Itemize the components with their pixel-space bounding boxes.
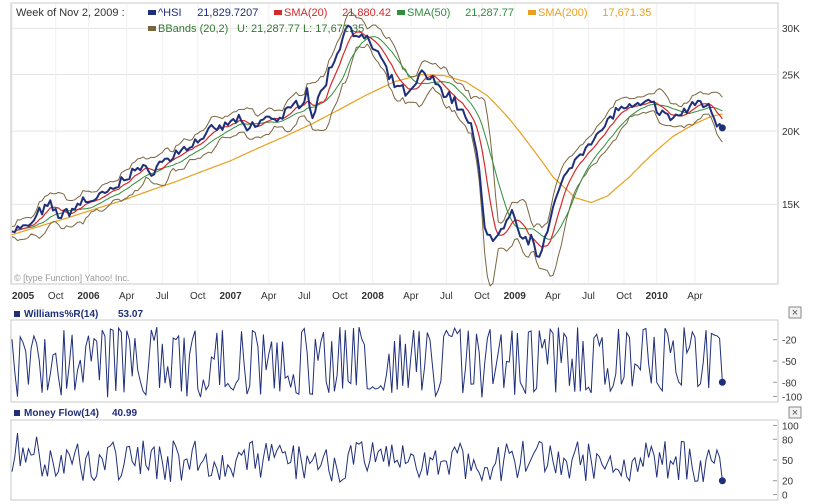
legend-series-name: SMA(20) [284,7,327,19]
legend-series-value: 21,829.7207 [197,7,258,19]
sma50-line [11,36,723,240]
legend-series-name: BBands (20,2) [158,23,228,35]
legend-series-value: 21,287.77 [465,7,514,19]
williams-panel-frame [10,319,779,403]
x-tick-label: 2010 [646,291,669,302]
legend-series-name: SMA(50) [407,7,450,19]
moneyflow-value: 40.99 [112,408,137,419]
williams-close-button[interactable]: × [788,306,802,319]
x-tick-label: Jul [582,291,595,302]
indicator-ytick-label: 0 [782,491,788,502]
chart-header: Week of Nov 2, 2009 : [16,7,125,19]
williams-title: Williams%R(14) [24,309,98,320]
williams-last-point [718,378,726,386]
x-tick-label: 2006 [77,291,100,302]
williams-value: 53.07 [118,309,143,320]
legend-swatch [528,10,536,15]
indicator-ytick-label: 20 [782,477,794,488]
x-axis: 2005 Oct 2006 Apr Jul Oct 2007 Apr Jul Oct 2008 Apr… [12,291,703,302]
indicator-ytick-label: -80 [782,378,797,389]
indicator-ytick-label: -100 [782,392,802,403]
price-y-axis: 15K 20K 25K 30K [782,24,800,211]
williams-series [11,326,726,398]
x-tick-label: Apr [545,291,561,302]
x-tick-label: Oct [474,291,490,302]
x-tick-label: Apr [403,291,419,302]
price-grid [11,4,777,283]
legend-swatch [148,26,156,31]
sma200-line [11,73,723,236]
moneyflow-last-point [718,477,726,485]
legend-bbands: BBands (20,2) U: 21,287.77 L: 17,671.35 [148,23,364,35]
x-tick-label: Jul [440,291,453,302]
legend-series-name: ^HSI [158,7,182,19]
x-tick-label: 2007 [219,291,242,302]
price-ytick-label: 15K [782,200,800,211]
legend-swatch [397,10,405,15]
x-tick-label: 2008 [362,291,385,302]
close-icon: × [792,407,798,419]
x-tick-label: 2009 [504,291,527,302]
hsi-line [11,24,724,258]
x-tick-label: Oct [48,291,64,302]
williams-y-axis: -20 -50 -80 -100 [773,336,802,403]
legend-swatch [274,10,282,15]
price-ytick-label: 30K [782,24,800,35]
price-panel-frame [10,2,779,285]
x-tick-label: Apr [119,291,135,302]
x-tick-label: 2005 [12,291,35,302]
x-tick-label: Apr [261,291,277,302]
indicator-ytick-label: 100 [782,421,799,432]
indicator-ytick-label: 80 [782,435,794,446]
williams-line [11,326,723,398]
close-icon: × [792,307,798,319]
moneyflow-y-axis: 100 80 50 20 0 [773,421,799,502]
legend-swatch [148,10,156,15]
legend-series-value: 21,880.42 [342,7,391,19]
x-tick-label: Oct [616,291,632,302]
legend-series-name: SMA(200) [538,7,588,19]
price-ytick-label: 20K [782,127,800,138]
legend-series-value: U: 21,287.77 L: 17,671.35 [237,23,364,35]
indicator-ytick-label: -20 [782,336,797,347]
x-tick-label: Jul [298,291,311,302]
indicator-ytick-label: 50 [782,456,794,467]
williams-legend-swatch [14,311,20,317]
moneyflow-series [11,432,726,485]
legend: ^HSI 21,829.7207 SMA(20) 21,880.42 SMA(50) 21… [148,7,651,19]
x-tick-label: Oct [332,291,348,302]
bbands-upper-line [11,11,723,229]
moneyflow-line [11,432,723,483]
copyright-text: © [type Function] Yahoo! Inc. [14,273,129,283]
bbands-lower-line [11,43,723,287]
x-tick-label: Oct [190,291,206,302]
legend-series-value: 17,671.35 [602,7,651,19]
price-series [11,11,726,287]
moneyflow-title: Money Flow(14) [24,408,99,419]
x-tick-label: Apr [687,291,703,302]
price-ytick-label: 25K [782,71,800,82]
x-tick-label: Jul [156,291,169,302]
moneyflow-legend-swatch [14,410,20,416]
moneyflow-close-button[interactable]: × [788,406,802,419]
indicator-ytick-label: -50 [782,357,797,368]
hsi-last-point [718,124,726,132]
